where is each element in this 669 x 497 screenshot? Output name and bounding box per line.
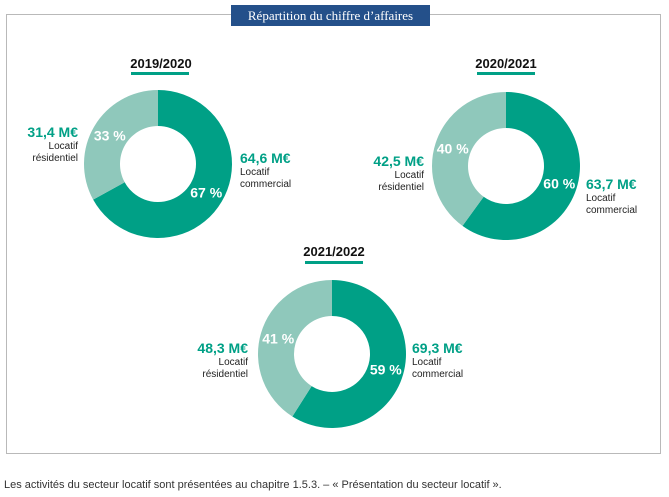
slice-residential — [257, 280, 332, 417]
residential-line1: Locatif — [218, 357, 248, 368]
percent-label-commercial: 59 % — [370, 362, 402, 378]
slice-commercial — [462, 92, 580, 240]
residential-line2: résidentiel — [202, 369, 248, 380]
chart-title-2021-2022: 2021/2022 — [303, 244, 365, 259]
commercial-line1: Locatif — [586, 193, 616, 204]
footnote: Les activités du secteur locatif sont pr… — [4, 479, 502, 491]
percent-label-commercial: 67 % — [190, 185, 222, 201]
percent-label-commercial: 60 % — [543, 175, 575, 191]
commercial-line2: commercial — [240, 179, 292, 190]
commercial-value: 69,3 M€ — [412, 340, 463, 356]
chart-title-2020-2021: 2020/2021 — [475, 56, 537, 71]
commercial-label-2019-2020: 64,6 M€ Locatif commercial — [240, 150, 310, 191]
commercial-line1: Locatif — [412, 357, 442, 368]
residential-line2: résidentiel — [32, 153, 78, 164]
residential-label-2021-2022: 48,3 M€ Locatif résidentiel — [190, 340, 248, 381]
residential-label-2019-2020: 31,4 M€ Locatif résidentiel — [20, 124, 78, 165]
residential-value: 42,5 M€ — [373, 153, 424, 169]
residential-value: 48,3 M€ — [197, 340, 248, 356]
residential-label-2020-2021: 42,5 M€ Locatif résidentiel — [366, 153, 424, 194]
percent-label-residential: 41 % — [262, 330, 294, 346]
commercial-line2: commercial — [412, 369, 464, 380]
residential-line1: Locatif — [394, 170, 424, 181]
percent-label-residential: 40 % — [437, 141, 469, 157]
chart-title-underline — [305, 261, 363, 264]
chart-header-title: Répartition du chiffre d’affaires — [231, 5, 430, 26]
donut-chart-2019-2020: 67 % 33 % — [84, 90, 232, 238]
commercial-value: 63,7 M€ — [586, 176, 637, 192]
percent-label-residential: 33 % — [94, 127, 126, 143]
residential-value: 31,4 M€ — [27, 124, 78, 140]
commercial-line2: commercial — [586, 205, 638, 216]
residential-line2: résidentiel — [378, 182, 424, 193]
commercial-line1: Locatif — [240, 167, 270, 178]
commercial-label-2020-2021: 63,7 M€ Locatif commercial — [586, 176, 656, 217]
slice-residential — [84, 90, 158, 200]
slice-residential — [431, 92, 506, 226]
donut-chart-2020-2021: 60 % 40 % — [431, 92, 580, 240]
slice-commercial — [292, 280, 406, 428]
chart-title-underline — [131, 72, 189, 75]
slice-commercial — [93, 90, 232, 238]
chart-title-2019-2020: 2019/2020 — [130, 56, 192, 71]
residential-line1: Locatif — [48, 141, 78, 152]
donut-chart-2021-2022: 59 % 41 % — [257, 280, 406, 428]
commercial-value: 64,6 M€ — [240, 150, 291, 166]
chart-title-underline — [477, 72, 535, 75]
commercial-label-2021-2022: 69,3 M€ Locatif commercial — [412, 340, 482, 381]
